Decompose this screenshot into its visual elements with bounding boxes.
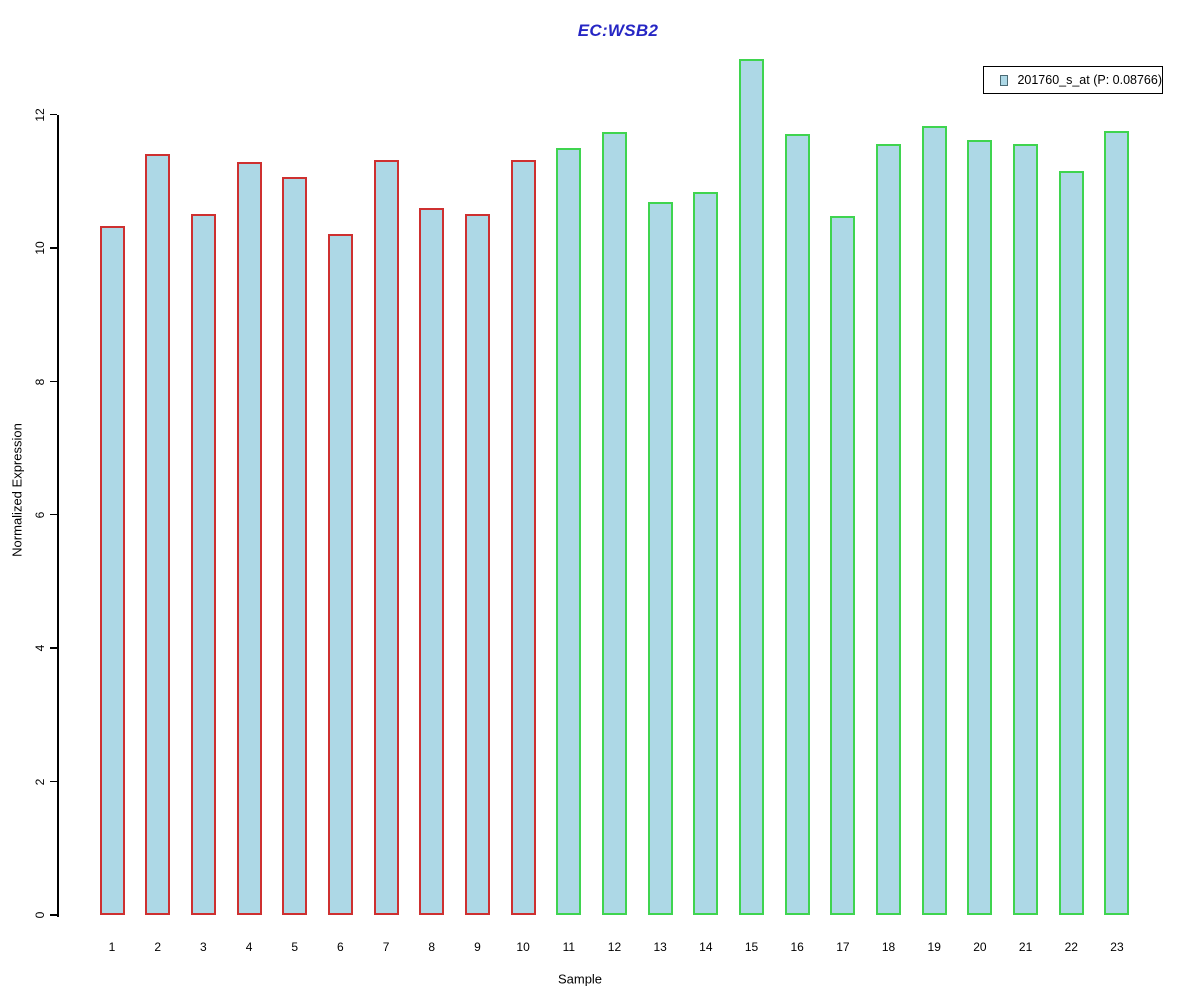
y-tick-label: 8	[33, 378, 47, 385]
bar-sample-8	[419, 208, 445, 915]
x-tick-label: 22	[1064, 940, 1078, 954]
x-tick-label: 8	[428, 940, 436, 954]
x-tick-label: 6	[337, 940, 344, 954]
bar-sample-1	[99, 225, 125, 915]
legend-swatch-icon	[1000, 74, 1009, 86]
x-tick-label: 3	[200, 940, 207, 954]
legend: 201760_s_at (P: 0.08766)	[983, 66, 1163, 94]
x-tick-label: 23	[1110, 940, 1124, 954]
y-tick-mark	[50, 780, 57, 783]
y-tick-mark	[50, 247, 57, 249]
x-tick-label: 21	[1018, 940, 1033, 954]
y-tick-label: 12	[33, 108, 47, 122]
x-tick-label: 1	[108, 940, 116, 954]
bar-sample-6	[327, 234, 353, 915]
bar-sample-22	[1058, 170, 1084, 915]
bar-sample-16	[784, 133, 810, 915]
bar-sample-23	[1104, 130, 1130, 915]
legend-label: 201760_s_at (P: 0.08766)	[1017, 73, 1162, 87]
x-tick-label: 16	[790, 940, 804, 954]
bar-sample-7	[373, 160, 399, 915]
bar-sample-4	[236, 161, 262, 915]
y-axis-title: Normalized Expression	[9, 423, 25, 557]
x-tick-label: 12	[607, 940, 622, 954]
y-axis-line	[57, 114, 59, 917]
x-tick-label: 13	[653, 940, 667, 954]
x-tick-label: 9	[474, 940, 481, 954]
bar-sample-17	[830, 216, 856, 915]
bar-sample-15	[739, 58, 765, 915]
x-tick-label: 2	[154, 940, 162, 954]
y-tick-mark	[50, 113, 57, 116]
y-tick-label: 2	[33, 778, 47, 785]
bar-sample-18	[876, 143, 902, 915]
x-tick-label: 20	[973, 940, 987, 954]
x-tick-label: 17	[836, 940, 850, 954]
x-tick-label: 14	[699, 940, 713, 954]
bar-sample-11	[556, 147, 582, 915]
y-tick-label: 6	[33, 511, 47, 519]
y-tick-mark	[50, 914, 57, 916]
x-tick-label: 4	[245, 940, 253, 954]
bar-sample-3	[190, 213, 216, 915]
x-tick-label: 15	[744, 940, 759, 954]
x-tick-label: 7	[382, 940, 390, 954]
chart-title: EC:WSB2	[577, 21, 659, 40]
bar-sample-10	[510, 159, 536, 915]
y-tick-label: 4	[33, 644, 47, 652]
x-tick-label: 11	[562, 940, 576, 954]
x-tick-label: 10	[516, 940, 530, 954]
bar-sample-14	[693, 192, 719, 915]
x-tick-label: 19	[927, 940, 941, 954]
y-tick-mark	[50, 647, 57, 649]
bar-sample-12	[601, 132, 627, 915]
x-axis-title: Sample	[557, 971, 603, 987]
bar-sample-19	[921, 126, 947, 915]
bar-sample-9	[464, 214, 490, 915]
y-tick-label: 10	[33, 241, 47, 255]
y-tick-label: 0	[33, 911, 47, 919]
bar-sample-13	[647, 201, 673, 915]
bar-sample-21	[1013, 144, 1039, 915]
x-tick-label: 5	[291, 940, 299, 954]
bar-sample-2	[145, 154, 171, 915]
bar-sample-20	[967, 139, 993, 915]
y-tick-mark	[50, 513, 57, 516]
x-tick-label: 18	[881, 940, 896, 954]
bar-sample-5	[282, 176, 308, 915]
y-tick-mark	[50, 380, 57, 383]
